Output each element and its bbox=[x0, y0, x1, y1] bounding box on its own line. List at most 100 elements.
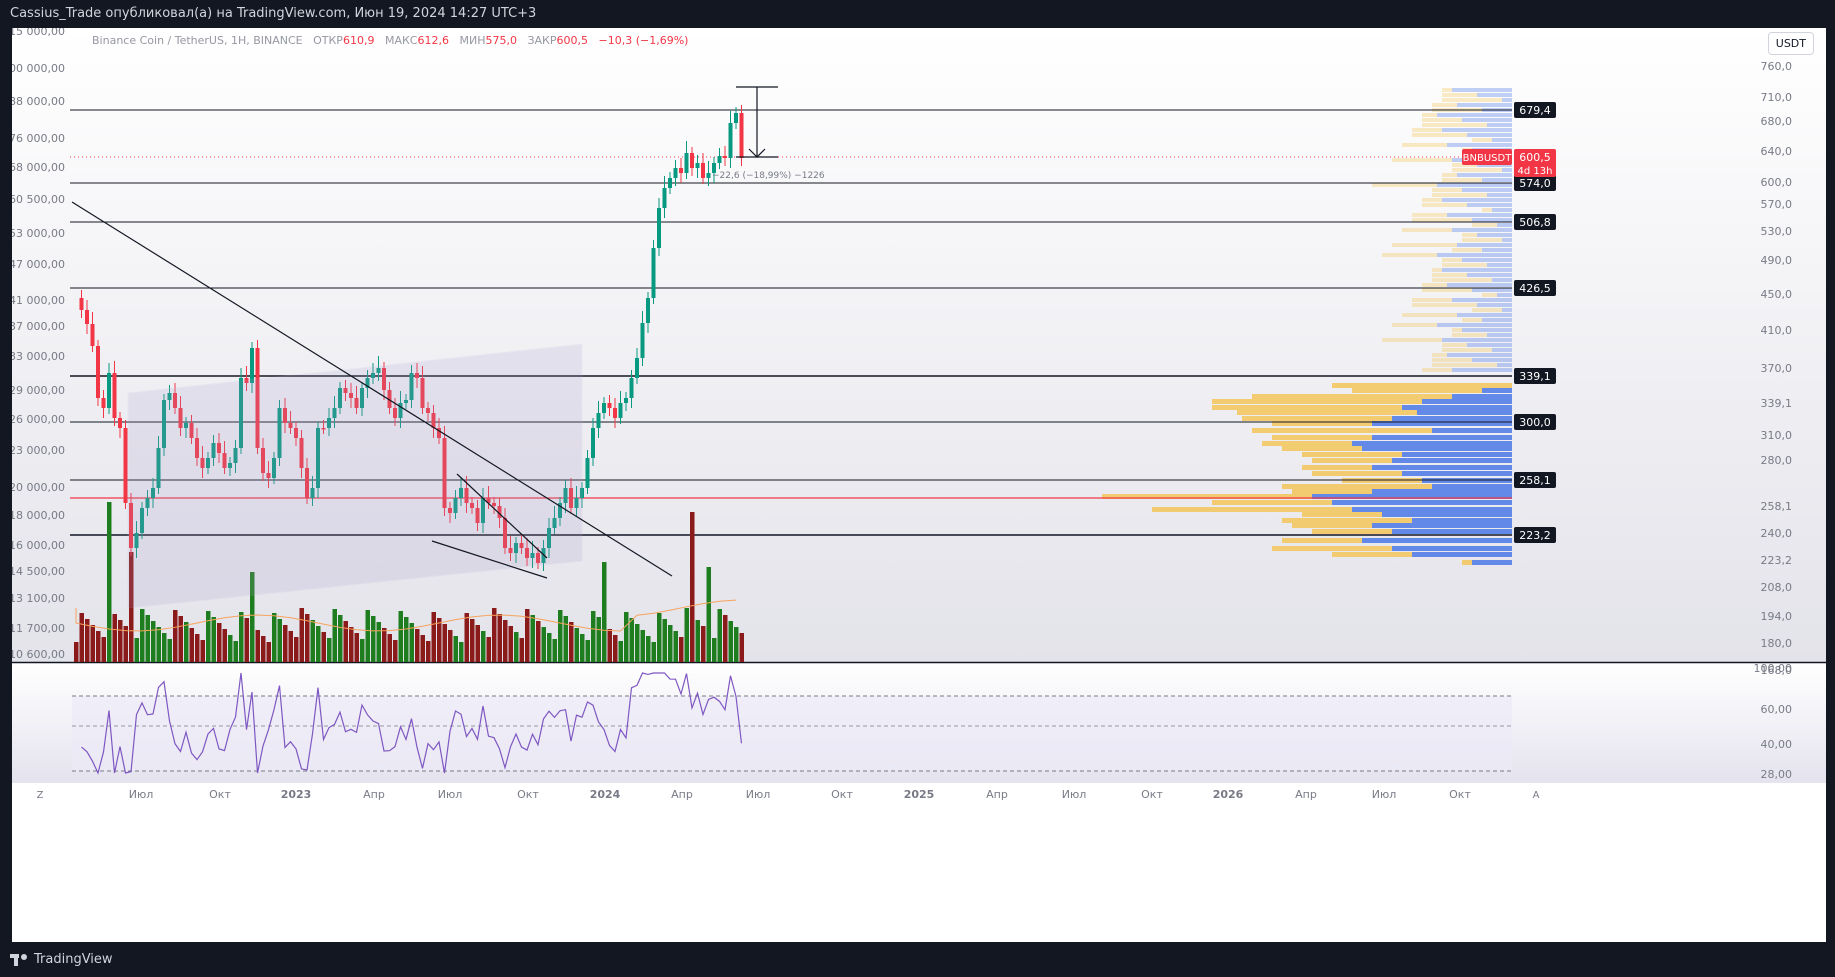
vp-bar-faint-up bbox=[1402, 228, 1452, 232]
candle-body bbox=[85, 310, 89, 324]
volume-bar bbox=[459, 642, 464, 662]
candle-body bbox=[580, 488, 584, 498]
candle-body bbox=[602, 403, 606, 413]
candle-body bbox=[310, 488, 315, 498]
vp-bar-faint-up bbox=[1482, 208, 1492, 212]
candle-body bbox=[387, 390, 392, 408]
vp-bar-faint-up bbox=[1422, 198, 1442, 202]
vp-bar-faint-down bbox=[1482, 178, 1512, 182]
level-tag bbox=[1514, 368, 1556, 384]
vp-bar-down bbox=[1382, 512, 1512, 517]
left-axis-label: 29 000,00 bbox=[12, 384, 65, 397]
candle-body bbox=[497, 506, 502, 518]
volume-bar bbox=[393, 640, 398, 662]
vp-bar-faint-down bbox=[1467, 133, 1512, 137]
vp-bar-up bbox=[1282, 518, 1412, 523]
volume-bar bbox=[563, 616, 568, 662]
volume-bar bbox=[673, 631, 678, 662]
candle-body bbox=[178, 408, 183, 428]
candle-body bbox=[651, 248, 656, 298]
volume-bar bbox=[288, 631, 293, 662]
vp-bar-up bbox=[1272, 546, 1392, 551]
candle-body bbox=[563, 488, 568, 503]
candle-body bbox=[706, 173, 711, 178]
volume-bar bbox=[486, 637, 491, 662]
vp-bar-up bbox=[1252, 428, 1432, 433]
candle-body bbox=[717, 156, 722, 163]
vp-bar-down bbox=[1482, 388, 1512, 393]
volume-bar bbox=[250, 572, 255, 662]
volume-bar bbox=[228, 635, 233, 662]
volume-bar bbox=[371, 616, 376, 662]
volume-bar bbox=[492, 608, 497, 662]
volume-bar bbox=[514, 632, 519, 662]
drawings: −22,6 (−18,99%) −1226 bbox=[71, 86, 825, 609]
time-axis-label: Апр bbox=[671, 788, 693, 801]
vp-bar-up bbox=[1292, 489, 1372, 494]
symbol-tag-bg bbox=[1462, 149, 1512, 165]
vp-bar-faint-down bbox=[1452, 298, 1512, 302]
vp-bar-up bbox=[1152, 507, 1352, 512]
volume-bar bbox=[508, 626, 513, 662]
measure-arrow-icon bbox=[748, 148, 766, 158]
right-axis-label: 370,0 bbox=[1761, 362, 1793, 375]
symbol-name: Binance Coin / TetherUS, 1H, BINANCE bbox=[92, 34, 303, 47]
candle-body bbox=[684, 153, 689, 173]
vp-bar-faint-up bbox=[1372, 183, 1437, 187]
rsi-band bbox=[72, 696, 1512, 771]
volume-bar bbox=[195, 634, 200, 662]
volume-bar bbox=[530, 615, 535, 662]
right-axis-label: 258,1 bbox=[1761, 500, 1793, 513]
currency-button[interactable]: USDT bbox=[1767, 32, 1814, 55]
volume-bar bbox=[156, 627, 161, 662]
vp-bar-up bbox=[1237, 410, 1417, 415]
time-axis-label: Июл bbox=[438, 788, 463, 801]
time-axis-label: Окт bbox=[1141, 788, 1163, 801]
left-axis-label: 76 000,00 bbox=[12, 132, 65, 145]
vp-bar-faint-up bbox=[1412, 218, 1472, 222]
left-axis-label: 18 000,00 bbox=[12, 509, 65, 522]
time-axis-label: Июл bbox=[1372, 788, 1397, 801]
level-tag bbox=[1514, 527, 1556, 543]
volume-bar bbox=[283, 625, 288, 662]
vp-bar-faint-up bbox=[1422, 118, 1462, 122]
candle-body bbox=[222, 453, 227, 468]
volume-bar bbox=[129, 552, 134, 662]
candles bbox=[79, 105, 744, 571]
vp-bar-down bbox=[1392, 458, 1512, 463]
volume-bar bbox=[365, 610, 370, 662]
candle-body bbox=[129, 503, 133, 548]
auto-scale-button[interactable]: A bbox=[1533, 790, 1540, 801]
candle-body bbox=[123, 428, 128, 503]
vp-bar-faint-up bbox=[1452, 168, 1502, 172]
time-axis-label: Апр bbox=[363, 788, 385, 801]
vp-bar-down bbox=[1412, 518, 1512, 523]
vp-bar-up bbox=[1262, 441, 1352, 446]
vp-bar-down bbox=[1417, 410, 1512, 415]
right-axis-label: 180,0 bbox=[1761, 637, 1793, 650]
vp-bar-faint-up bbox=[1442, 98, 1502, 102]
volume-bar bbox=[453, 636, 458, 662]
candle-body bbox=[530, 553, 535, 558]
vp-bar-faint-down bbox=[1472, 218, 1512, 222]
vp-bar-faint-up bbox=[1432, 103, 1457, 107]
volume-bar bbox=[662, 619, 667, 662]
zoom-left-button[interactable]: Z bbox=[37, 790, 44, 801]
vp-bar-faint-down bbox=[1447, 213, 1512, 217]
vp-bar-faint-down bbox=[1502, 308, 1512, 312]
candle-body bbox=[239, 378, 243, 448]
rsi-axis-label: 40,00 bbox=[1761, 738, 1793, 751]
volume-bar bbox=[420, 635, 425, 662]
chart-area[interactable]: −22,6 (−18,99%) −1226 115 000,00 100 000,… bbox=[12, 28, 1826, 942]
vp-bar-up bbox=[1292, 523, 1372, 528]
time-axis-label: Окт bbox=[831, 788, 853, 801]
right-axis-label: 410,0 bbox=[1761, 324, 1793, 337]
chart-canvas[interactable]: −22,6 (−18,99%) −1226 115 000,00 100 000,… bbox=[12, 28, 1826, 942]
left-axis-label: 23 000,00 bbox=[12, 444, 65, 457]
vp-bar-faint-up bbox=[1392, 158, 1452, 162]
volume-bar bbox=[200, 640, 205, 662]
vp-bar-faint-up bbox=[1412, 213, 1447, 217]
vp-bar-up bbox=[1462, 560, 1472, 565]
left-axis-label: 16 000,00 bbox=[12, 539, 65, 552]
tradingview-logo[interactable]: TradingView bbox=[10, 952, 113, 967]
